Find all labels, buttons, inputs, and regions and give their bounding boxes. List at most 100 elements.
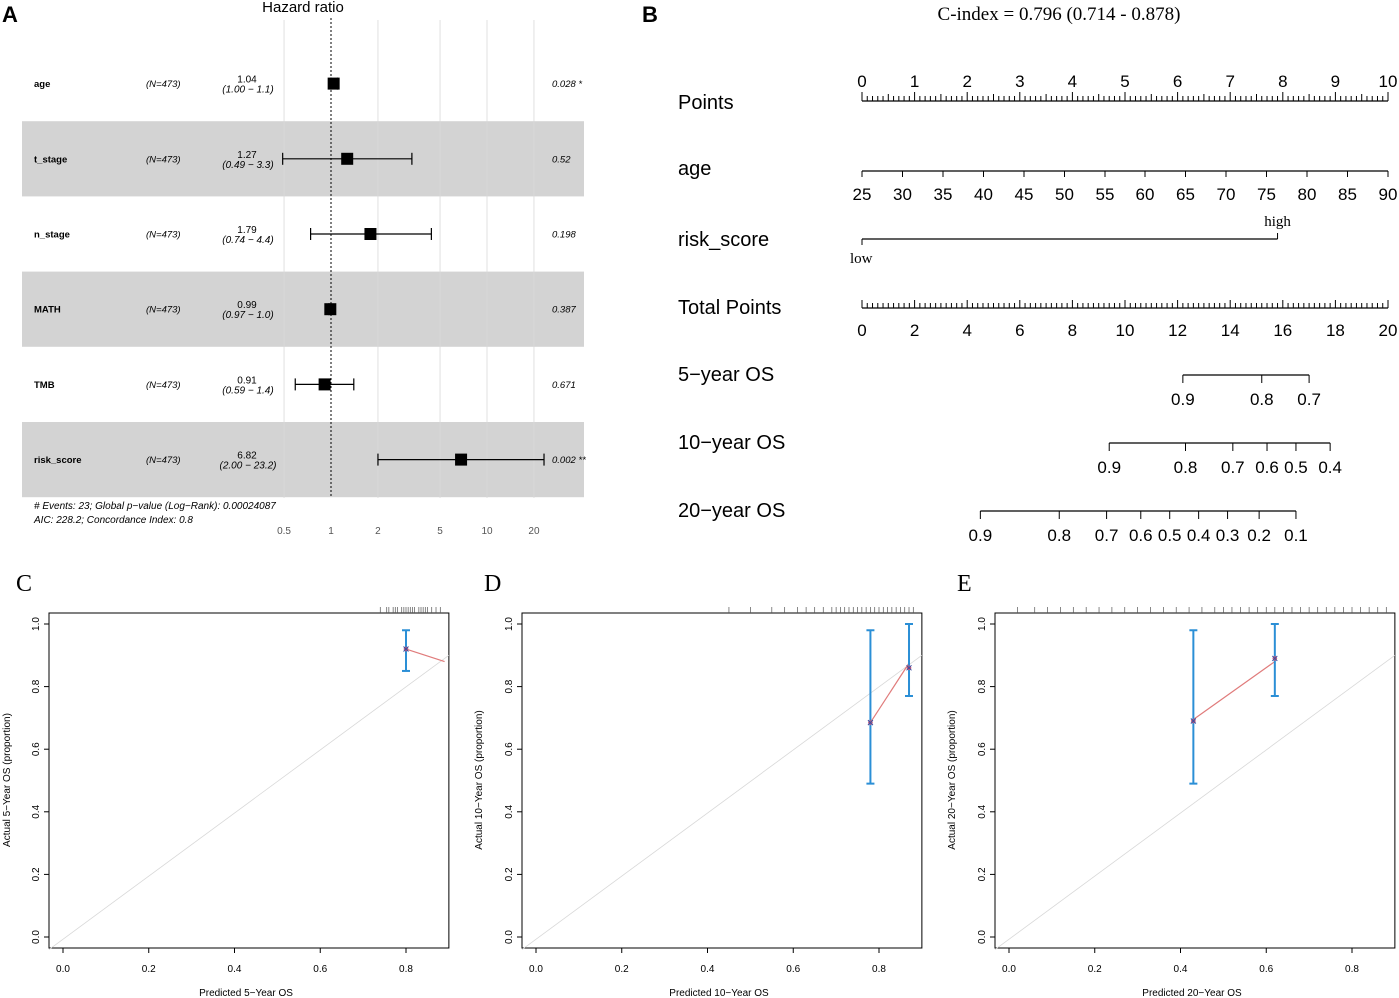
calibration-y-tick-label: 0.8 xyxy=(977,679,988,693)
nomogram-tick-label: 0.7 xyxy=(1221,458,1245,477)
forest-footnote-aic: AIC: 228.2; Concordance Index: 0.8 xyxy=(33,515,193,526)
nomogram-tick-label: 16 xyxy=(1273,321,1292,340)
calibration-plot-10-year: D Predicted 10−Year OS Actual 10−Year OS… xyxy=(474,571,923,998)
calibration-y-tick-label: 0.4 xyxy=(504,804,515,818)
nomogram-title: C-index = 0.796 (0.714 - 0.878) xyxy=(938,4,1181,25)
nomogram-tick-label: 0.9 xyxy=(1097,458,1121,477)
nomogram-tick-label: 8 xyxy=(1278,72,1287,91)
calibration-body: 0.0 0.2 0.4 0.6 0.8 1.0 0.0 0.2 0.4 0.6 0.8 xyxy=(504,607,923,975)
calibration-x-tick-label: 0.0 xyxy=(529,964,543,975)
forest-ci-value: (1.00 − 1.1) xyxy=(222,85,273,96)
nomogram-tick-label: 60 xyxy=(1136,185,1155,204)
forest-x-tick-label: 2 xyxy=(375,526,381,537)
forest-ci-value: (0.97 − 1.0) xyxy=(222,310,273,321)
forest-row-n: (N=473) xyxy=(146,230,181,241)
calibration-y-tick-label: 1.0 xyxy=(977,617,988,631)
forest-row-label: risk_score xyxy=(34,455,82,466)
nomogram-tick-label: 85 xyxy=(1338,185,1357,204)
calibration-x-tick-label: 0.8 xyxy=(399,964,413,975)
nomogram-scale-label: Total Points xyxy=(678,297,781,319)
nomogram-tick-label: 75 xyxy=(1257,185,1276,204)
calibration-x-tick-label: 0.6 xyxy=(313,964,327,975)
forest-ci-value: (0.74 − 4.4) xyxy=(222,235,273,246)
forest-footnote-events: # Events: 23; Global p−value (Log−Rank):… xyxy=(34,501,276,512)
forest-x-tick-label: 0.5 xyxy=(277,526,291,537)
calibration-plot-frame xyxy=(521,612,923,949)
nomogram-tick-label: 0.1 xyxy=(1284,526,1308,545)
nomogram-tick-label: 0.4 xyxy=(1187,526,1211,545)
forest-p-value: 0.52 xyxy=(552,154,571,165)
forest-p-value: 0.028 * xyxy=(552,79,582,90)
forest-row-label: TMB xyxy=(34,380,55,391)
forest-row-n: (N=473) xyxy=(146,79,181,90)
calibration-y-tick-label: 0.4 xyxy=(977,804,988,818)
calibration-ideal-line xyxy=(994,654,1396,950)
nomogram-tick-label: 0.8 xyxy=(1047,526,1071,545)
nomogram-tick-label: 4 xyxy=(962,321,971,340)
nomogram-scale-label: age xyxy=(678,158,711,180)
calibration-x-tick-label: 0.2 xyxy=(142,964,156,975)
calibration-x-label: Predicted 5−Year OS xyxy=(199,988,293,998)
nomogram-tick-label: 55 xyxy=(1096,185,1115,204)
forest-hr-marker xyxy=(324,303,337,316)
calibration-x-tick-label: 0.2 xyxy=(1088,964,1102,975)
calibration-plot-20-year: E Predicted 20−Year OS Actual 20−Year OS… xyxy=(947,571,1396,998)
nomogram-scale-label: Points xyxy=(678,92,734,114)
forest-x-tick-label: 5 xyxy=(437,526,443,537)
forest-row-label: t_stage xyxy=(34,154,67,165)
nomogram-tick-label: 0.5 xyxy=(1158,526,1182,545)
nomogram-tick-label: 0.6 xyxy=(1255,458,1279,477)
forest-row-label: age xyxy=(34,79,50,90)
panel-letter-b: B xyxy=(642,2,658,27)
nomogram-tick-label: 70 xyxy=(1217,185,1236,204)
calibration-fitted-curve xyxy=(869,662,910,723)
nomogram-tick-label: 6 xyxy=(1015,321,1024,340)
nomogram-tick-label: 0.5 xyxy=(1284,458,1308,477)
calibration-x-tick-label: 0.0 xyxy=(1002,964,1016,975)
nomogram-scale-label: 10−year OS xyxy=(678,432,785,454)
nomogram-tick-label: 6 xyxy=(1173,72,1182,91)
forest-hr-marker xyxy=(364,228,377,240)
calibration-ideal-line xyxy=(48,654,450,950)
nomogram-tick-label: 7 xyxy=(1225,72,1234,91)
nomogram-low-label: low xyxy=(850,251,873,267)
nomogram-tick-label: 0.3 xyxy=(1216,526,1240,545)
calibration-y-tick-label: 0.6 xyxy=(977,742,988,756)
nomogram-tick-label: 9 xyxy=(1331,72,1340,91)
nomogram-tick-label: 2 xyxy=(910,321,919,340)
forest-hr-value: 6.82 xyxy=(237,451,257,462)
forest-hr-marker xyxy=(341,152,354,165)
nomogram-tick-label: 14 xyxy=(1221,321,1240,340)
calibration-point-cross xyxy=(403,646,409,652)
forest-ci-value: (0.49 − 3.3) xyxy=(222,160,273,171)
nomogram-tick-label: 25 xyxy=(853,185,872,204)
nomogram-tick-label: 0.6 xyxy=(1129,526,1153,545)
calibration-x-tick-label: 0.6 xyxy=(786,964,800,975)
calibration-y-label: Actual 20−Year OS (proportion) xyxy=(947,710,958,849)
calibration-x-tick-label: 0.4 xyxy=(701,964,715,975)
forest-hr-marker xyxy=(455,453,468,466)
calibration-plot-frame xyxy=(994,612,1396,949)
calibration-y-tick-label: 0.6 xyxy=(31,742,42,756)
calibration-y-tick-label: 0.2 xyxy=(31,867,42,881)
calibration-y-tick-label: 0.4 xyxy=(31,804,42,818)
forest-hr-marker xyxy=(327,77,340,90)
forest-plot: A Hazard ratio age (N=473) 1.04(1.00 − 1.1… xyxy=(2,0,586,537)
calibration-y-tick-label: 0.6 xyxy=(504,742,515,756)
calibration-y-tick-label: 1.0 xyxy=(31,617,42,631)
forest-row-label: n_stage xyxy=(34,230,70,241)
calibration-body: 0.0 0.2 0.4 0.6 0.8 1.0 0.0 0.2 0.4 0.6 0.8 xyxy=(31,607,450,975)
nomogram: B C-index = 0.796 (0.714 - 0.878) Points… xyxy=(642,2,1397,545)
forest-row-label: MATH xyxy=(34,305,61,316)
calibration-y-tick-label: 0.2 xyxy=(977,867,988,881)
nomogram-tick-label: 45 xyxy=(1015,185,1034,204)
calibration-body: 0.0 0.2 0.4 0.6 0.8 1.0 0.0 0.2 0.4 0.6 0.8 xyxy=(977,607,1396,975)
calibration-y-label: Actual 10−Year OS (proportion) xyxy=(474,710,485,849)
calibration-point-cross xyxy=(1190,718,1197,724)
forest-hr-value: 0.99 xyxy=(237,300,257,311)
nomogram-tick-label: 0.9 xyxy=(969,526,993,545)
calibration-point-cross xyxy=(1271,655,1278,662)
nomogram-tick-label: 20 xyxy=(1379,321,1398,340)
